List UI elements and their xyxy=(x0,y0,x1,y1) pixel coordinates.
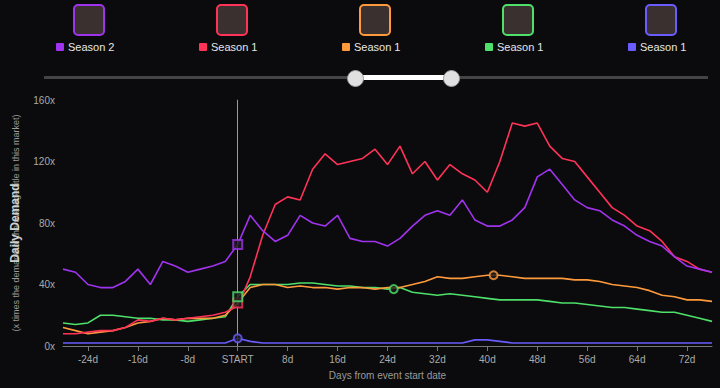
svg-text:160x: 160x xyxy=(33,95,55,106)
svg-text:0x: 0x xyxy=(44,341,55,352)
svg-text:Days from event start date: Days from event start date xyxy=(329,370,447,381)
svg-text:Season 2: Season 2 xyxy=(68,41,114,53)
svg-text:-8d: -8d xyxy=(181,354,195,365)
svg-text:40d: 40d xyxy=(479,354,496,365)
svg-text:120x: 120x xyxy=(33,156,55,167)
svg-text:Season 1: Season 1 xyxy=(354,41,400,53)
svg-text:80x: 80x xyxy=(39,218,55,229)
svg-text:-24d: -24d xyxy=(78,354,98,365)
svg-text:Season 1: Season 1 xyxy=(640,41,686,53)
svg-text:48d: 48d xyxy=(529,354,546,365)
svg-text:8d: 8d xyxy=(282,354,293,365)
svg-text:24d: 24d xyxy=(379,354,396,365)
svg-text:-16d: -16d xyxy=(128,354,148,365)
svg-text:(x times the demand of the ave: (x times the demand of the average title… xyxy=(11,114,21,332)
svg-text:56d: 56d xyxy=(579,354,596,365)
svg-text:40x: 40x xyxy=(39,279,55,290)
svg-text:Daily Demand: Daily Demand xyxy=(8,183,22,262)
svg-text:Season 1: Season 1 xyxy=(211,41,257,53)
svg-text:16d: 16d xyxy=(329,354,346,365)
svg-text:Season 1: Season 1 xyxy=(497,41,543,53)
svg-text:72d: 72d xyxy=(679,354,696,365)
svg-text:64d: 64d xyxy=(629,354,646,365)
svg-text:START: START xyxy=(222,354,254,365)
svg-text:32d: 32d xyxy=(429,354,446,365)
